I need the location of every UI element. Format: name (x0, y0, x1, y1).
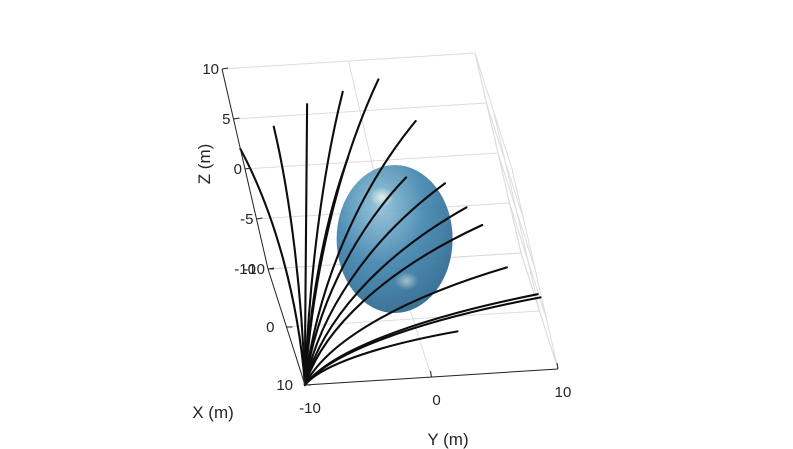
y-tick-label: 0 (432, 392, 440, 409)
z-tick (244, 167, 252, 170)
y-tick (556, 362, 559, 370)
trajectory-2 (272, 125, 307, 387)
z-tick-label: 0 (234, 161, 242, 178)
y-axis-label: Y (m) (427, 430, 468, 449)
z-tick (221, 67, 229, 70)
z-tick-label: 10 (202, 61, 219, 78)
sphere-highlight-bottom (394, 272, 419, 290)
sphere-layer (336, 165, 453, 313)
z-tick-label: -5 (240, 211, 253, 228)
x-axis-label: X (m) (192, 403, 234, 422)
x-tick-label: 0 (266, 319, 274, 336)
grid-line-x (511, 168, 559, 370)
trajectory-6 (303, 156, 350, 387)
trajectory-14 (303, 293, 539, 387)
z-tick-label: 5 (222, 111, 230, 128)
trajectory-10 (303, 223, 484, 387)
grid-line-x (474, 52, 522, 254)
trajectory-15 (303, 330, 459, 387)
trajectory-layer (239, 78, 542, 387)
sphere-highlight-top (369, 187, 394, 207)
trajectory-1 (239, 147, 307, 387)
y-tick-label: -10 (299, 400, 321, 417)
y-tick (303, 378, 306, 386)
y-tick (430, 370, 432, 378)
obstacle-sphere (336, 165, 453, 313)
label-layer: Z (m) X (m) Y (m) (192, 144, 468, 449)
y-tick-label: 10 (555, 384, 572, 401)
grid-line-x (493, 110, 540, 312)
z-tick (256, 217, 263, 220)
trajectory-12 (303, 119, 417, 387)
trajectory-8 (303, 206, 468, 387)
trajectory-4 (303, 90, 344, 387)
trajectory-11 (303, 266, 508, 387)
grid-line-x (286, 310, 540, 328)
trajectory-9 (303, 182, 446, 387)
z-tick-label: -10 (243, 261, 265, 278)
z-tick (233, 117, 240, 120)
x-tick-label: 10 (276, 377, 293, 394)
trajectory-3 (303, 103, 309, 387)
z-axis-label: Z (m) (195, 144, 214, 185)
x-tick-label: -10 (234, 261, 256, 278)
